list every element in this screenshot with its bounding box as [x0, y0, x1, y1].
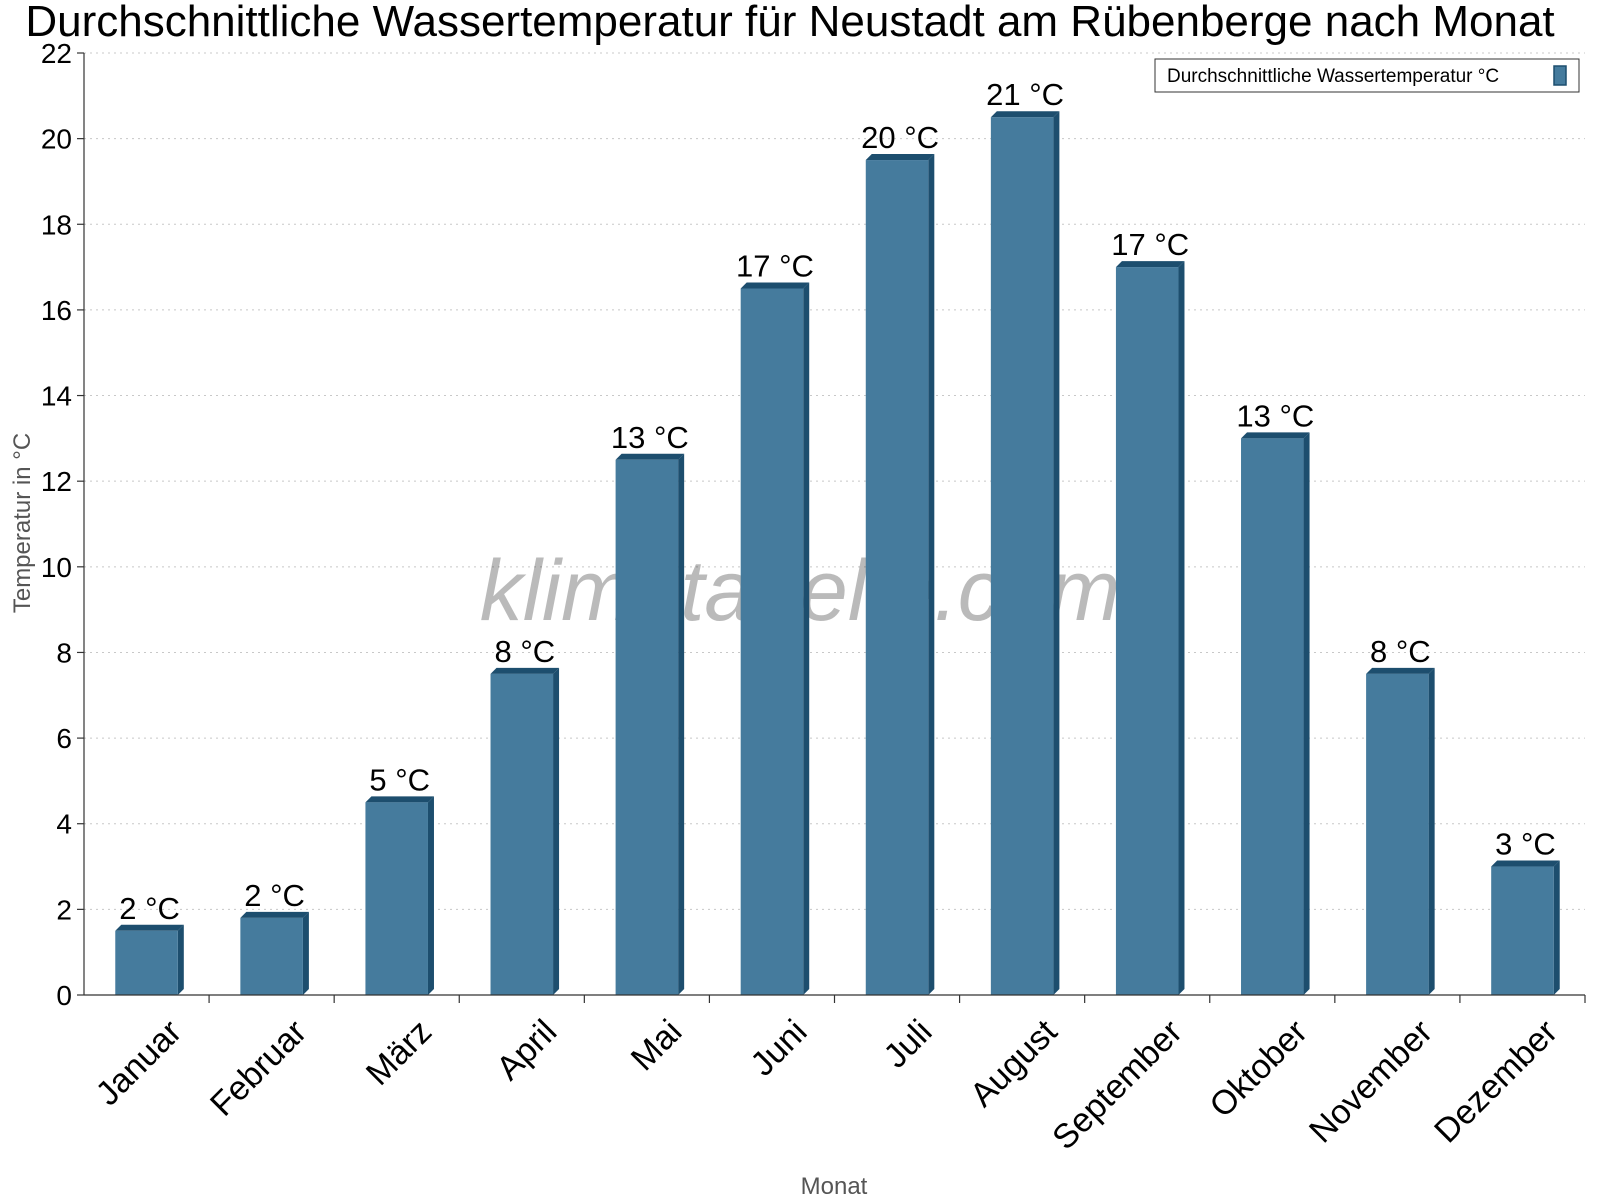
bar-side	[1303, 432, 1310, 995]
bar-face	[740, 288, 804, 995]
x-axis-ticks: Januar Februar März April Mai Juni Juli AugustS…	[89, 995, 1586, 1157]
x-tick-label: November	[1302, 1013, 1440, 1151]
x-tick-label: August	[963, 1012, 1065, 1114]
x-tick-label: Februar	[203, 1013, 314, 1124]
x-tick-label: Juli	[877, 1013, 940, 1076]
chart-title: Durchschnittliche Wassertemperatur für N…	[25, 0, 1554, 46]
data-label: 17 °C	[736, 249, 814, 284]
bar-side	[803, 282, 810, 995]
bar-11	[1366, 667, 1435, 995]
bar-face	[1366, 673, 1429, 995]
bar-top	[1115, 261, 1185, 268]
bar-side	[1428, 667, 1435, 995]
x-axis-label: Monat	[801, 1173, 868, 1200]
x-tick-label: Mai	[624, 1013, 690, 1079]
x-tick-label: Juni	[743, 1013, 814, 1084]
bar-7	[865, 154, 935, 995]
y-tick-label: 16	[41, 295, 72, 326]
bar-side	[302, 911, 309, 995]
bar-3	[365, 796, 434, 995]
bar-side	[177, 924, 184, 995]
bar-face	[240, 917, 303, 995]
legend-box	[1154, 58, 1580, 93]
y-tick-label: 10	[41, 552, 72, 583]
bar-side	[1178, 261, 1185, 995]
bar-side	[427, 796, 434, 995]
bar-face	[615, 459, 679, 996]
bar-side	[1053, 111, 1060, 995]
bar-1	[115, 924, 184, 995]
x-tick-label: Januar	[89, 1013, 189, 1113]
data-label: 17 °C	[1111, 227, 1189, 262]
data-label: 13 °C	[1236, 398, 1314, 433]
bar-top	[990, 111, 1060, 118]
bar-8	[990, 111, 1060, 995]
x-tick-label: April	[489, 1013, 564, 1088]
data-label: 2 °C	[244, 878, 305, 913]
bar-9	[1115, 261, 1185, 995]
gridlines	[84, 52, 1585, 910]
y-tick-label: 0	[56, 980, 72, 1011]
y-tick-label: 18	[41, 209, 72, 240]
bar-5	[615, 453, 685, 996]
bar-top	[365, 796, 434, 803]
y-tick-label: 22	[41, 38, 72, 69]
bar-face	[365, 802, 428, 995]
legend: Durchschnittliche Wassertemperatur °C	[1154, 58, 1580, 93]
data-label: 8 °C	[494, 634, 555, 669]
data-label: 20 °C	[861, 120, 939, 155]
legend-label: Durchschnittliche Wassertemperatur °C	[1167, 66, 1499, 87]
y-tick-label: 20	[41, 124, 72, 155]
bar-top	[740, 282, 810, 289]
y-tick-label: 8	[56, 637, 72, 668]
bar-side	[1553, 860, 1560, 995]
bar-face	[115, 930, 178, 995]
bar-top	[115, 924, 184, 931]
data-labels: 2 °C 2 °C 5 °C 8 °C 13 °C 17 °C 20 °C 21 °C 17 °…	[119, 77, 1556, 926]
y-tick-label: 14	[41, 381, 72, 412]
x-tick-label: März	[359, 1013, 439, 1093]
bar-10	[1241, 432, 1310, 995]
bar-face	[1241, 438, 1304, 995]
y-tick-label: 2	[56, 894, 72, 925]
y-tick-label: 6	[56, 723, 72, 754]
bar-12	[1491, 860, 1560, 995]
bar-6	[740, 282, 810, 995]
bar-top	[865, 154, 935, 161]
bar-face	[1115, 267, 1179, 995]
bar-top	[615, 453, 685, 460]
bar-top	[240, 911, 309, 918]
bar-side	[678, 453, 685, 996]
x-tick-label: September	[1045, 1013, 1189, 1157]
y-tick-label: 12	[41, 466, 72, 497]
y-axis-ticks: 0 2 4 6 8 10 12 14 16 18 20 22	[41, 38, 84, 1011]
data-label: 8 °C	[1370, 634, 1431, 669]
y-tick-label: 4	[56, 809, 72, 840]
data-label: 5 °C	[369, 762, 430, 797]
bar-face	[1491, 866, 1554, 995]
bar-top	[1366, 667, 1435, 674]
bar-top	[1241, 432, 1310, 439]
bar-side	[928, 154, 935, 995]
bars	[115, 111, 1560, 996]
y-axis-label: Temperatur in °C	[9, 433, 36, 613]
bar-4	[490, 667, 560, 995]
bar-top	[1491, 860, 1560, 867]
bar-side	[553, 667, 560, 995]
x-tick-label: Oktober	[1202, 1013, 1314, 1125]
bar-top	[490, 667, 560, 674]
data-label: 13 °C	[611, 420, 689, 455]
legend-swatch	[1553, 65, 1567, 86]
bar-face	[990, 117, 1054, 995]
bar-2	[240, 911, 309, 995]
data-label: 21 °C	[986, 77, 1064, 112]
x-tick-label: Dezember	[1427, 1013, 1565, 1151]
data-label: 3 °C	[1495, 827, 1556, 862]
bar-face	[865, 160, 929, 995]
data-label: 2 °C	[119, 891, 180, 926]
bar-face	[490, 673, 554, 995]
